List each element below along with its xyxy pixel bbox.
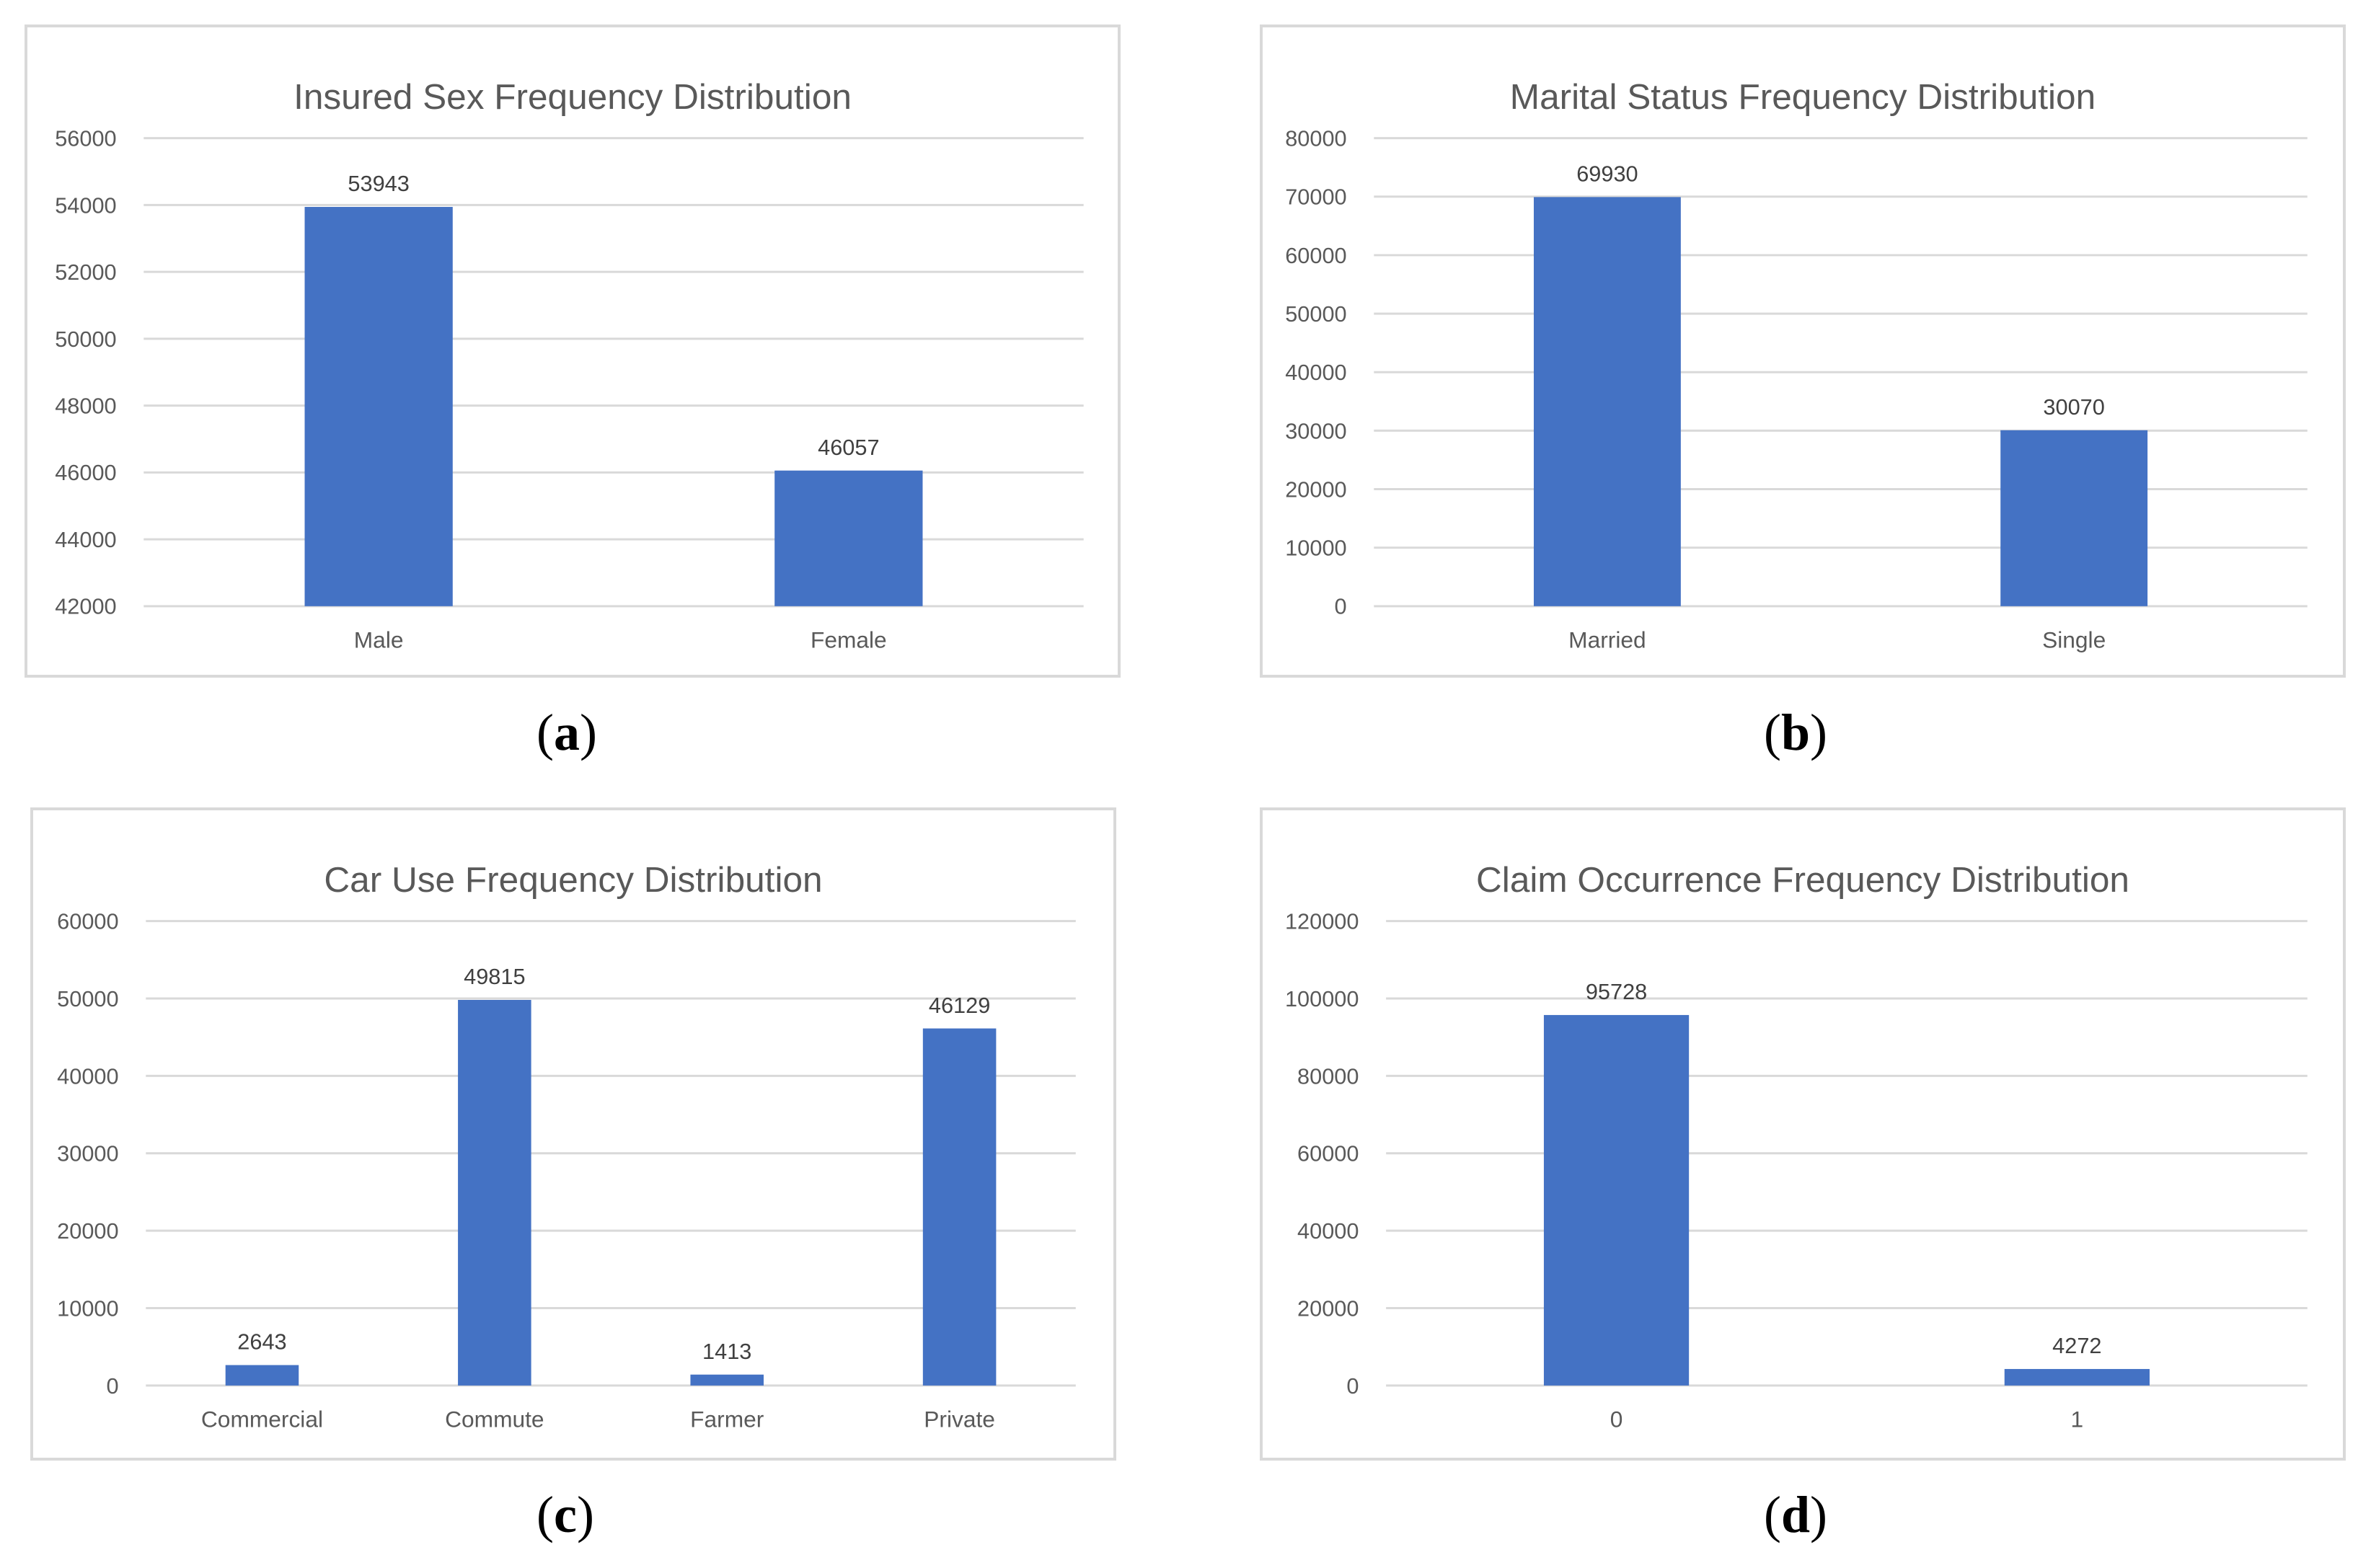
- chart-title: Marital Status Frequency Distribution: [1510, 76, 2096, 117]
- y-tick-label: 54000: [55, 192, 116, 218]
- y-tick-label: 60000: [1297, 1141, 1359, 1166]
- y-tick-label: 56000: [55, 126, 116, 151]
- y-tick-label: 0: [1346, 1373, 1359, 1399]
- y-tick-label: 80000: [1297, 1063, 1359, 1089]
- bar: [2000, 430, 2148, 606]
- y-tick-label: 42000: [55, 594, 116, 619]
- y-tick-label: 40000: [1297, 1218, 1359, 1244]
- y-tick-label: 120000: [1285, 909, 1359, 934]
- y-tick-label: 50000: [55, 327, 116, 352]
- x-tick-label: Single: [2042, 626, 2106, 652]
- x-tick-label: 1: [2071, 1406, 2084, 1432]
- y-tick-label: 20000: [1285, 477, 1346, 502]
- y-tick-label: 40000: [57, 1063, 118, 1089]
- chart-panel-d: Claim Occurrence Frequency Distribution 0…: [1260, 807, 2346, 1461]
- bar: [690, 1374, 764, 1386]
- caption-b: (b): [1763, 704, 1827, 761]
- y-tick-label: 30000: [57, 1141, 118, 1166]
- bar: [1533, 197, 1681, 606]
- x-tick-label: Married: [1568, 626, 1646, 652]
- bar: [458, 999, 531, 1386]
- y-tick-label: 10000: [1285, 536, 1346, 561]
- y-tick-label: 60000: [57, 909, 118, 934]
- y-tick-label: 20000: [57, 1218, 118, 1244]
- data-label: 2643: [237, 1329, 286, 1355]
- bar: [1543, 1014, 1690, 1386]
- y-tick-label: 70000: [1285, 185, 1346, 210]
- data-label: 1413: [702, 1339, 751, 1364]
- bar: [922, 1028, 997, 1386]
- data-label: 4272: [2052, 1333, 2101, 1358]
- data-label: 69930: [1576, 161, 1638, 187]
- chart-a: Insured Sex Frequency Distribution 42000 4…: [55, 76, 1084, 652]
- chart-panel-c: Car Use Frequency Distribution 0 10000 2000…: [30, 807, 1116, 1461]
- x-tick-label: Female: [811, 626, 887, 652]
- x-tick-label: Private: [924, 1406, 995, 1432]
- y-tick-label: 40000: [1285, 360, 1346, 385]
- y-tick-label: 80000: [1285, 126, 1346, 151]
- y-tick-label: 60000: [1285, 243, 1346, 268]
- y-tick-label: 44000: [55, 527, 116, 552]
- caption-letter-a: a: [554, 704, 580, 761]
- y-tick-label: 0: [1335, 594, 1347, 619]
- data-label: 30070: [2043, 394, 2104, 420]
- bar: [225, 1365, 299, 1386]
- y-tick-label: 50000: [1285, 301, 1346, 327]
- y-tick-label: 46000: [55, 460, 116, 485]
- chart-title: Insured Sex Frequency Distribution: [293, 76, 852, 117]
- y-tick-label: 52000: [55, 260, 116, 285]
- y-tick-label: 10000: [57, 1295, 118, 1321]
- caption-c: (c): [537, 1486, 594, 1543]
- x-tick-label: 0: [1610, 1406, 1623, 1432]
- data-label: 49815: [464, 964, 525, 989]
- y-tick-label: 30000: [1285, 418, 1346, 443]
- chart-b: Marital Status Frequency Distribution 0 10…: [1285, 76, 2308, 652]
- caption-a: (a): [537, 704, 597, 761]
- data-label: 95728: [1586, 979, 1647, 1004]
- data-label: 46057: [818, 435, 879, 460]
- y-tick-label: 20000: [1297, 1295, 1359, 1321]
- chart-panel-b: Marital Status Frequency Distribution 0 10…: [1260, 25, 2346, 678]
- y-tick-label: 48000: [55, 394, 116, 419]
- caption-letter-d: d: [1780, 1486, 1811, 1543]
- caption-letter-b: b: [1780, 704, 1811, 761]
- data-label: 46129: [929, 993, 990, 1018]
- y-tick-label: 100000: [1285, 986, 1359, 1011]
- chart-title: Claim Occurrence Frequency Distribution: [1476, 859, 2129, 900]
- y-tick-label: 0: [107, 1373, 119, 1399]
- bar: [774, 470, 923, 606]
- chart-d: Claim Occurrence Frequency Distribution 0…: [1285, 859, 2308, 1432]
- caption-d: (d): [1763, 1486, 1827, 1543]
- data-label: 53943: [348, 171, 409, 196]
- y-tick-label: 50000: [57, 986, 118, 1011]
- x-tick-label: Farmer: [690, 1406, 764, 1432]
- chart-title: Car Use Frequency Distribution: [324, 859, 822, 900]
- x-tick-label: Male: [354, 626, 404, 652]
- caption-letter-c: c: [554, 1486, 577, 1543]
- bar: [2004, 1368, 2150, 1386]
- bar: [304, 207, 453, 606]
- x-tick-label: Commercial: [201, 1406, 323, 1432]
- chart-panel-a: Insured Sex Frequency Distribution 42000 4…: [25, 25, 1121, 678]
- chart-c: Car Use Frequency Distribution 0 10000 2000…: [57, 859, 1076, 1432]
- x-tick-label: Commute: [445, 1406, 544, 1432]
